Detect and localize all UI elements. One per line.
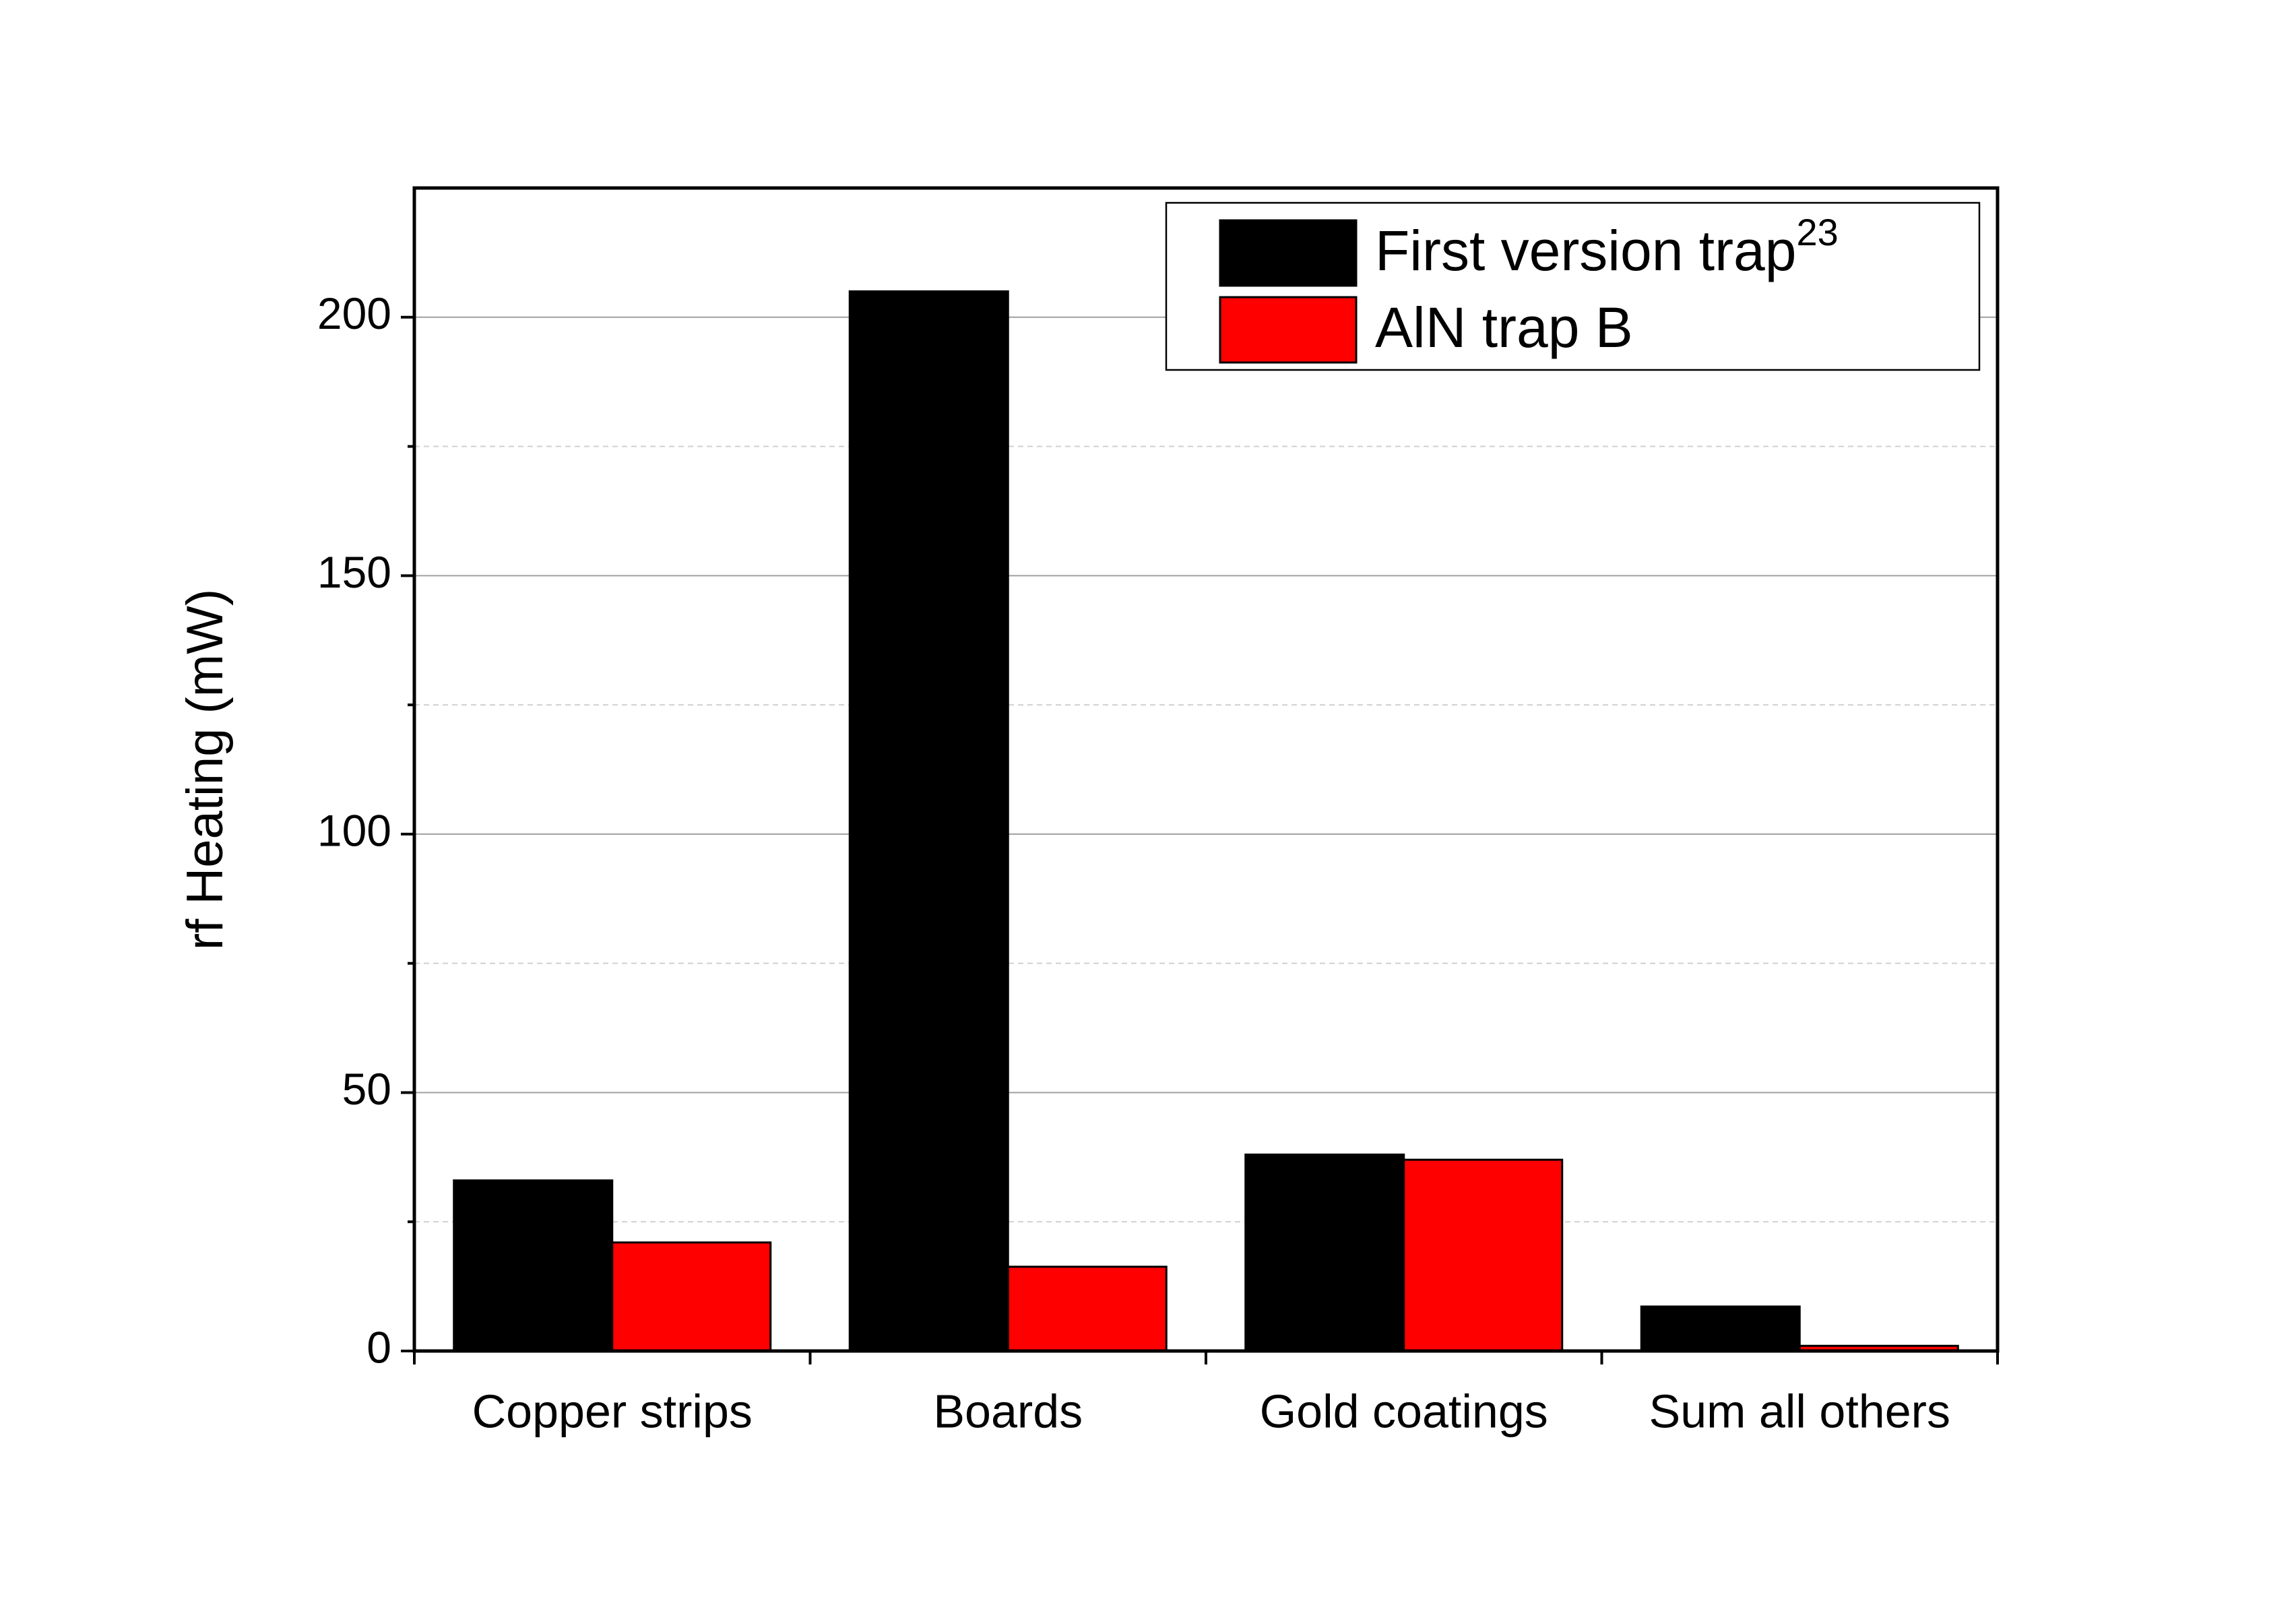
bar <box>453 1179 614 1352</box>
legend-swatch <box>1219 219 1358 287</box>
y-axis-title: rf Heating (mW) <box>177 589 234 950</box>
x-tick-label: Sum all others <box>1649 1385 1950 1437</box>
x-tick-label: Copper strips <box>472 1385 753 1437</box>
bar <box>611 1241 772 1352</box>
legend-label: AlN trap B <box>1375 296 1633 359</box>
y-tick-label: 100 <box>317 805 391 855</box>
y-tick-label: 50 <box>342 1064 391 1114</box>
x-tick-label: Boards <box>933 1385 1083 1437</box>
legend-label-superscript: 23 <box>1797 211 1839 253</box>
bar <box>1244 1153 1405 1352</box>
plot-frame <box>412 186 2000 1353</box>
legend-label: First version trap23 <box>1375 211 1839 282</box>
bar <box>848 290 1009 1352</box>
bar <box>1007 1265 1168 1352</box>
bar <box>1403 1158 1564 1352</box>
legend-label-text: AlN trap B <box>1375 296 1633 359</box>
legend-label-text: First version trap <box>1375 219 1797 282</box>
legend-swatch <box>1219 296 1358 364</box>
x-tick-label: Gold coatings <box>1260 1385 1548 1437</box>
y-tick-label: 0 <box>366 1322 391 1372</box>
y-tick-label: 150 <box>317 547 391 597</box>
y-tick-label: 200 <box>317 288 391 338</box>
bar <box>1640 1305 1801 1352</box>
